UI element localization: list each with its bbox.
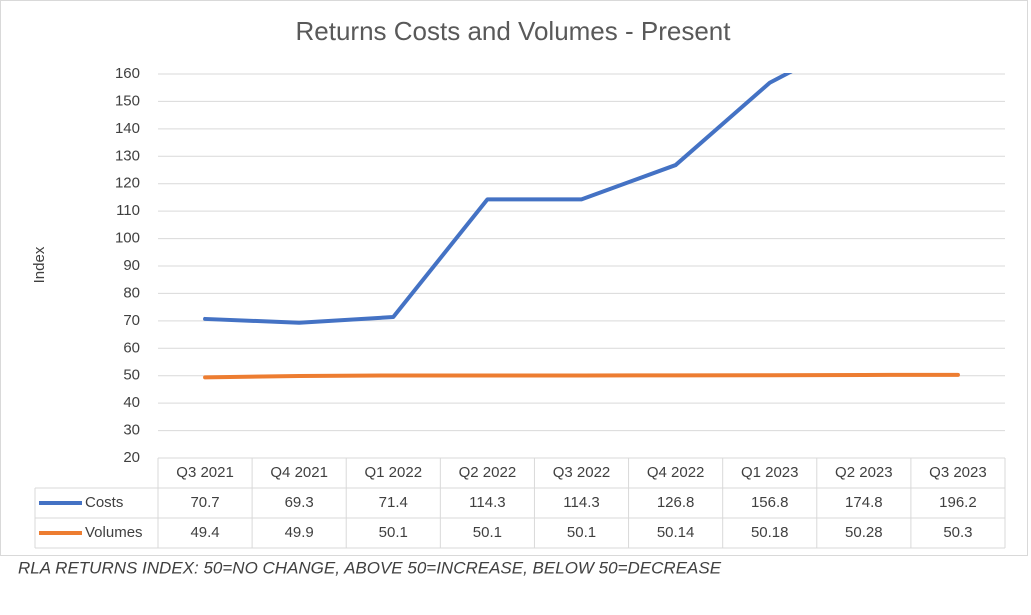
x-tick-label: Q3 2022 [553,464,611,481]
legend-label: Volumes [85,524,143,541]
y-tick-label: 110 [116,202,140,219]
y-tick-label: 130 [115,147,140,164]
table-value: 49.4 [190,524,219,541]
table-value: 50.28 [845,524,883,541]
series-line [203,372,960,380]
table-value: 50.1 [567,524,596,541]
y-tick-label: 70 [123,312,140,329]
y-axis-label: Index [31,246,48,283]
legend-label: Costs [85,494,123,511]
x-tick-label: Q3 2021 [176,464,234,481]
y-tick-label: 90 [123,257,140,274]
table-value: 156.8 [751,494,789,511]
x-tick-label: Q2 2022 [459,464,517,481]
x-tick-label: Q4 2021 [270,464,328,481]
y-tick-label: 60 [123,339,140,356]
footnote: RLA RETURNS INDEX: 50=NO CHANGE, ABOVE 5… [18,558,722,577]
table-value: 126.8 [657,494,695,511]
y-tick-label: 160 [115,65,140,82]
y-tick-label: 80 [123,284,140,301]
y-tick-label: 120 [115,175,140,192]
table-value: 114.3 [469,494,505,511]
chart-border [0,0,1028,556]
x-tick-label: Q1 2023 [741,464,799,481]
table-value: 114.3 [563,494,599,511]
y-tick-label: 150 [115,92,140,109]
table-value: 49.9 [285,524,314,541]
y-tick-label: 140 [115,120,140,137]
table-value: 196.2 [939,494,977,511]
x-tick-label: Q2 2023 [835,464,893,481]
plot-lines [203,73,960,380]
table-value: 50.1 [473,524,502,541]
table-value: 69.3 [285,494,314,511]
y-tick-label: 100 [115,230,140,247]
table-value: 50.18 [751,524,789,541]
table-value: 50.3 [943,524,972,541]
chart-title: Returns Costs and Volumes - Present [296,16,732,46]
table-value: 70.7 [190,494,219,511]
series-line [203,73,793,325]
table-value: 174.8 [845,494,883,511]
x-tick-label: Q4 2022 [647,464,705,481]
x-tick-label: Q1 2022 [365,464,423,481]
y-tick-label: 30 [123,422,140,439]
y-tick-label: 40 [123,394,140,411]
x-tick-label: Q3 2023 [929,464,987,481]
y-tick-label: 50 [123,367,140,384]
table-value: 71.4 [379,494,408,511]
table-value: 50.1 [379,524,408,541]
y-tick-label: 20 [123,449,140,466]
table-value: 50.14 [657,524,695,541]
